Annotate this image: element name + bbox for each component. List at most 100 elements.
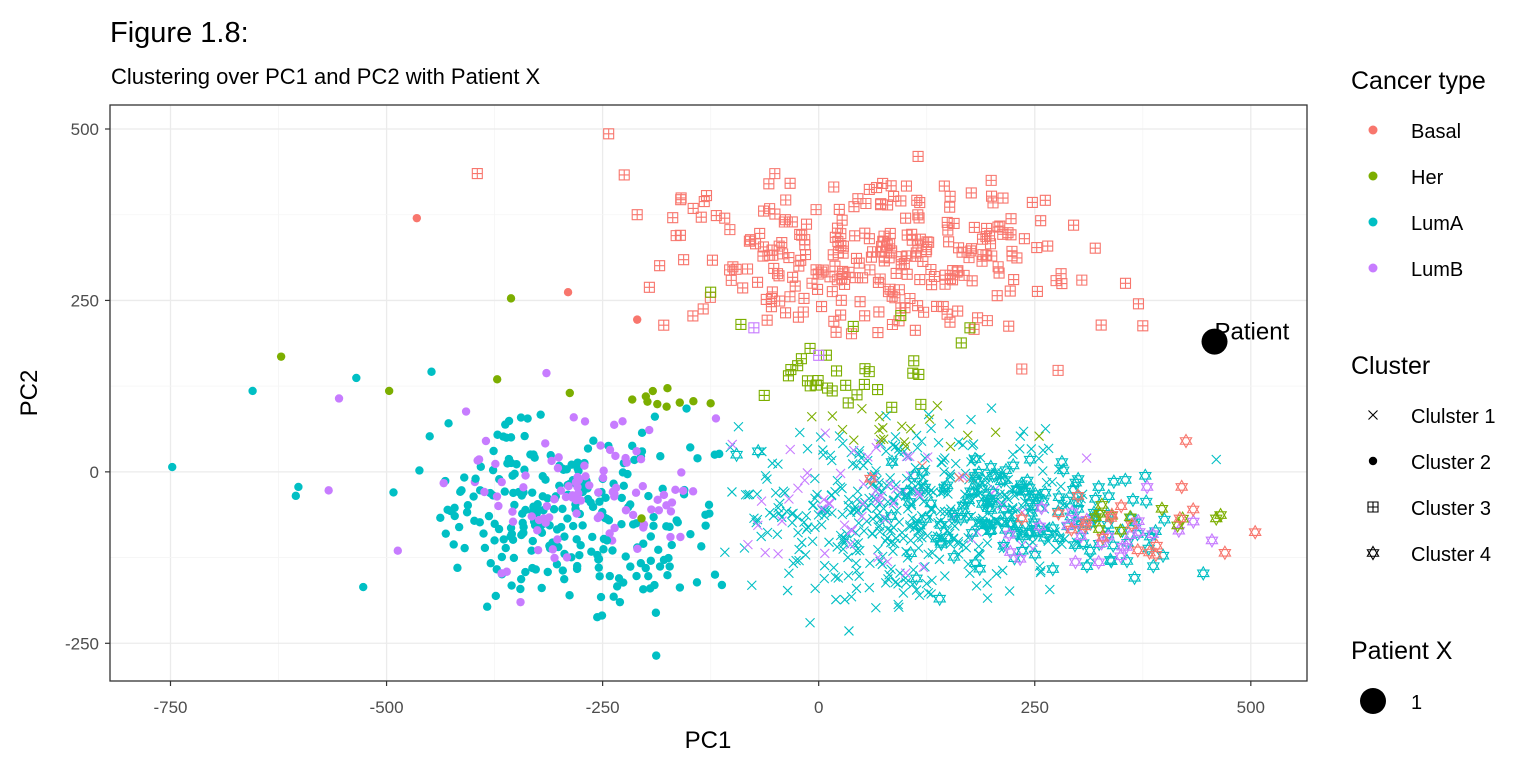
- data-point: [641, 563, 650, 573]
- data-point: [810, 204, 822, 216]
- data-point: [572, 509, 581, 518]
- data-point: [725, 274, 737, 286]
- data-point: [508, 517, 518, 526]
- data-point: [826, 490, 837, 501]
- legend-key-her: [1368, 171, 1378, 181]
- data-point: [834, 431, 845, 441]
- data-point: [1040, 423, 1051, 434]
- data-point: [508, 507, 517, 516]
- data-point: [980, 249, 992, 261]
- y-axis-title: PC2: [16, 370, 43, 417]
- data-point: [1037, 466, 1048, 476]
- data-point: [895, 251, 907, 263]
- data-point: [874, 411, 885, 422]
- annotation-layer: Patient: [1215, 319, 1290, 346]
- data-point: [1175, 479, 1189, 495]
- data-point: [1096, 530, 1110, 546]
- data-point: [536, 410, 545, 419]
- data-point: [810, 583, 821, 594]
- data-point: [939, 571, 950, 581]
- data-point: [773, 459, 783, 470]
- data-point: [784, 291, 796, 303]
- data-point: [810, 522, 820, 533]
- data-point: [888, 498, 899, 509]
- data-point: [871, 442, 882, 453]
- data-point: [643, 281, 655, 293]
- data-point: [689, 397, 698, 406]
- legend-title-cancer-type: Cancer type: [1351, 67, 1486, 95]
- data-point: [873, 552, 883, 563]
- legend-label-luma: LumA: [1411, 213, 1464, 235]
- data-point: [507, 458, 516, 468]
- data-point: [922, 452, 933, 462]
- data-point: [847, 525, 857, 536]
- data-point: [510, 469, 519, 479]
- data-point: [782, 585, 793, 596]
- data-point: [1005, 516, 1019, 532]
- data-point: [605, 529, 614, 538]
- data-point: [276, 352, 286, 361]
- data-point: [580, 461, 589, 470]
- data-point: [997, 500, 1007, 511]
- data-point: [871, 466, 882, 476]
- data-point: [291, 491, 301, 501]
- data-point: [569, 413, 578, 422]
- data-point: [649, 521, 658, 531]
- data-point: [801, 510, 812, 521]
- data-point: [813, 349, 825, 361]
- data-point: [881, 480, 892, 491]
- data-point: [571, 495, 581, 505]
- data-point: [944, 418, 955, 429]
- data-point: [993, 513, 1008, 530]
- data-point: [810, 264, 822, 276]
- data-point: [851, 565, 862, 576]
- data-point: [784, 568, 794, 579]
- data-point: [861, 503, 872, 514]
- data-point: [594, 563, 603, 572]
- data-point: [853, 538, 864, 548]
- data-point: [862, 451, 873, 462]
- data-point: [626, 562, 635, 571]
- data-point: [876, 491, 886, 501]
- data-point: [1000, 489, 1010, 500]
- data-point: [461, 407, 471, 416]
- data-point: [444, 419, 453, 428]
- data-point: [1131, 513, 1146, 529]
- data-point: [781, 506, 792, 517]
- data-point: [678, 254, 690, 266]
- data-point: [842, 397, 854, 409]
- data-point: [686, 443, 695, 452]
- data-point: [687, 202, 699, 215]
- data-point: [839, 538, 850, 549]
- data-point: [851, 389, 863, 401]
- data-point: [1007, 449, 1018, 460]
- data-point: [479, 529, 488, 538]
- data-point: [794, 544, 805, 555]
- patient-annotation: Patient: [1215, 319, 1290, 346]
- data-point: [527, 488, 537, 497]
- data-point: [758, 389, 770, 402]
- data-point: [576, 541, 585, 550]
- data-point: [754, 227, 766, 239]
- data-point: [761, 314, 773, 326]
- data-point: [735, 318, 747, 330]
- data-point: [470, 516, 479, 526]
- data-point: [1081, 453, 1092, 464]
- data-point: [516, 584, 525, 594]
- data-point: [997, 228, 1009, 240]
- data-point: [599, 466, 608, 475]
- data-point: [859, 310, 871, 322]
- data-point: [872, 276, 884, 289]
- legend-key-star-of-david-icon: [1366, 545, 1380, 561]
- data-point: [927, 575, 937, 586]
- data-point: [773, 502, 784, 513]
- data-point: [665, 522, 674, 532]
- data-point: [501, 543, 510, 553]
- data-point: [1025, 489, 1040, 506]
- data-point: [806, 411, 817, 422]
- data-point: [867, 246, 879, 258]
- data-point: [907, 367, 919, 379]
- data-point: [940, 529, 954, 546]
- data-point: [1173, 510, 1187, 526]
- data-point: [872, 384, 884, 396]
